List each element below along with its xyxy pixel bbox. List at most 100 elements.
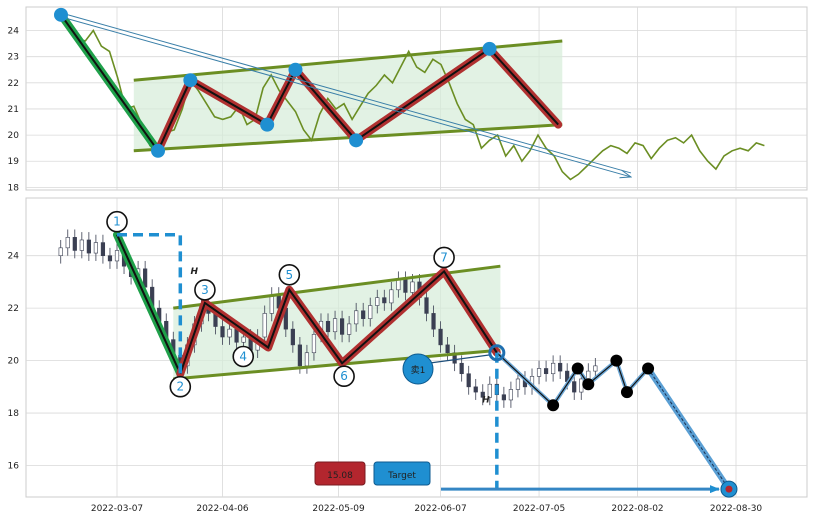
target-label-text: Target (387, 471, 416, 481)
candle-body (79, 239, 84, 251)
bottom-xtick-label: 2022-04-06 (196, 504, 249, 514)
bottom-pattern-leg-inner (116, 234, 182, 375)
top-pattern-point (183, 73, 198, 88)
top-pattern-point (260, 117, 275, 132)
candle-body (586, 370, 591, 380)
pattern-point-label: 2 (176, 380, 184, 394)
candle-body (431, 313, 436, 330)
pattern-point-label: 5 (286, 268, 294, 282)
candle-body (382, 297, 387, 304)
bottom-xtick-label: 2022-07-05 (513, 504, 565, 514)
candle-body (93, 242, 98, 254)
candle-body (227, 328, 232, 338)
top-pattern-point (151, 143, 166, 158)
top-ytick-label: 19 (8, 157, 20, 167)
candle-body (459, 362, 464, 375)
bottom-xtick-label: 2022-08-30 (710, 504, 763, 514)
candle-body (269, 294, 274, 314)
candle-body (543, 368, 549, 375)
candle-body (593, 365, 598, 372)
target-point-inner (725, 485, 733, 493)
candle-body (347, 323, 352, 335)
candle-body (262, 313, 267, 338)
top-ytick-label: 18 (8, 183, 20, 193)
candle-body (304, 352, 310, 367)
top-trend-arrow-line-b (60, 12, 632, 174)
forecast-point (571, 362, 584, 375)
candle-body (508, 389, 514, 401)
candle-body (375, 297, 380, 306)
bottom-ytick-label: 18 (8, 409, 20, 419)
pattern-point-label: 4 (239, 350, 247, 364)
candle-body (487, 383, 492, 398)
forecast-point (610, 354, 623, 367)
candle-body (368, 305, 373, 319)
candle-body (473, 386, 478, 393)
candle-body (65, 237, 70, 249)
pattern-point-label-circle (194, 279, 216, 301)
pattern-point-label: 3 (201, 283, 209, 297)
top-ytick-label: 24 (8, 27, 20, 37)
h-label-bottom: H (482, 396, 490, 406)
pattern-point-label-circle (333, 365, 355, 388)
bottom-xtick-label: 2022-03-07 (91, 504, 143, 514)
top-channel-lower (133, 123, 563, 153)
candle-body (220, 326, 225, 338)
pattern-point-label: 1 (113, 215, 121, 229)
h-label-top: H (191, 267, 199, 277)
forecast-final-leg-inner (647, 368, 730, 490)
pattern-point-label: 6 (340, 369, 348, 383)
top-pattern-point (54, 7, 68, 22)
h-measure-box (117, 232, 183, 374)
sell-marker (402, 353, 434, 385)
candle-body (58, 247, 63, 257)
candle-body (325, 320, 331, 333)
top-pattern-point (288, 62, 303, 77)
candle-body (107, 255, 113, 262)
top-pattern-leg-inner (60, 14, 159, 152)
bottom-ytick-label: 24 (8, 252, 20, 262)
bottom-channel-lower (173, 348, 501, 381)
candle-body (445, 344, 450, 354)
top-ytick-label: 21 (8, 105, 19, 115)
forecast-point (620, 386, 633, 399)
candle-body (114, 250, 120, 262)
bottom-pattern-zigzag-inner (179, 269, 498, 375)
candle-body (558, 362, 563, 372)
candle-body (438, 328, 443, 346)
candle-body (410, 281, 415, 293)
candle-body (551, 362, 556, 375)
top-ytick-label: 22 (8, 79, 19, 89)
target-label-badge (373, 461, 431, 486)
candle-body (361, 310, 366, 319)
bottom-xtick-label: 2022-08-02 (611, 504, 663, 514)
pattern-point-label-circle (278, 263, 301, 286)
forecast-point (642, 362, 655, 375)
forecast-point (582, 378, 595, 391)
candle-body (389, 289, 394, 304)
top-price-line (60, 14, 765, 181)
candle-body (297, 344, 302, 367)
target-price-text: 15.08 (327, 471, 353, 481)
candle-body (354, 310, 359, 325)
candle-body (100, 242, 106, 257)
top-trend-arrow-line-a (60, 16, 631, 177)
candle-body (424, 297, 429, 314)
candle-body (536, 368, 542, 377)
candle-body (515, 378, 521, 390)
candle-body (466, 373, 471, 388)
candle-body (572, 381, 577, 393)
top-pattern-point (349, 133, 364, 148)
top-pattern-point (482, 41, 497, 56)
candle-body (311, 334, 317, 354)
pattern-point-label: 7 (440, 250, 448, 264)
candle-body (339, 318, 345, 335)
pattern-point-label-circle (169, 375, 192, 398)
top-ytick-label: 23 (8, 53, 19, 63)
sell-label: 卖1 (411, 365, 426, 376)
sell-point-ring (488, 344, 506, 362)
pattern-point-label-circle (232, 345, 255, 368)
target-price-badge (314, 461, 366, 486)
